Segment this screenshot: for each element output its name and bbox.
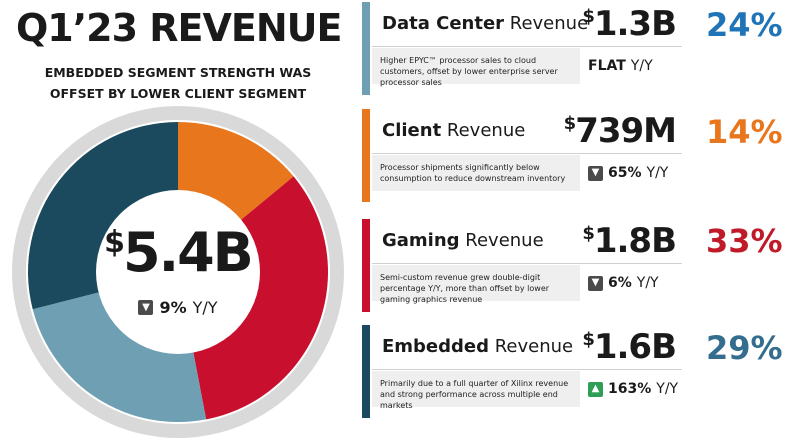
page-subtitle: EMBEDDED SEGMENT STRENGTH WAS OFFSET BY … <box>44 65 312 122</box>
segment-share-client: 14% <box>706 113 783 151</box>
segment-color-bar <box>362 325 370 418</box>
chevron-up-icon: ▲ <box>588 381 603 397</box>
segment-color-bar <box>362 109 370 202</box>
donut-center: $5.4B ▼ 9% Y/Y <box>98 226 258 318</box>
segment-divider <box>372 153 682 154</box>
segment-change: ▲ 163% Y/Y <box>588 381 678 397</box>
donut-hole <box>96 190 260 354</box>
segment-divider <box>372 369 682 370</box>
segment-panel-gaming: Gaming Revenue $1.8B Semi-custom revenue… <box>362 219 682 312</box>
segment-color-bar <box>362 2 370 95</box>
segment-change: ▼ 65% Y/Y <box>588 165 668 181</box>
segment-panel-client: Client Revenue $739M Processor shipments… <box>362 109 682 202</box>
total-amount: 5.4B <box>123 221 254 284</box>
chevron-down-icon: ▼ <box>138 300 154 315</box>
segment-description: Processor shipments significantly below … <box>372 155 580 191</box>
chevron-down-icon: ▼ <box>588 275 603 291</box>
segment-name: Client Revenue <box>382 120 526 141</box>
segment-change: FLAT Y/Y <box>588 58 653 74</box>
segment-share-gaming: 33% <box>706 222 783 260</box>
segment-share-data-center: 24% <box>706 6 783 44</box>
total-currency: $ <box>104 225 125 260</box>
segment-description: Semi-custom revenue grew double-digit pe… <box>372 265 580 304</box>
segment-description: Primarily due to a full quarter of Xilin… <box>372 371 580 410</box>
segment-name: Embedded Revenue <box>382 336 574 357</box>
total-change-value: 9% <box>159 298 187 317</box>
segment-description: Higher EPYC™ processor sales to cloud cu… <box>372 48 580 87</box>
total-change: ▼ 9% Y/Y <box>98 298 258 317</box>
total-change-suffix: Y/Y <box>192 298 218 317</box>
segment-value: $1.8B <box>582 221 677 261</box>
total-revenue-value: $5.4B <box>98 226 258 280</box>
segment-value: $1.3B <box>582 4 677 44</box>
segment-value: $1.6B <box>582 327 677 367</box>
revenue-donut-chart <box>12 106 344 438</box>
segment-value: $739M <box>563 111 677 151</box>
segment-divider <box>372 263 682 264</box>
page-title: Q1’23 REVENUE <box>16 6 342 50</box>
segment-divider <box>372 46 682 47</box>
segment-panel-data-center: Data Center Revenue $1.3B Higher EPYC™ p… <box>362 2 682 95</box>
segment-change: ▼ 6% Y/Y <box>588 275 659 291</box>
chevron-down-icon: ▼ <box>588 165 603 181</box>
segment-share-embedded: 29% <box>706 329 783 367</box>
segment-panel-embedded: Embedded Revenue $1.6B Primarily due to … <box>362 325 682 418</box>
segment-name: Gaming Revenue <box>382 230 544 251</box>
segment-color-bar <box>362 219 370 312</box>
segment-name: Data Center Revenue <box>382 13 589 34</box>
